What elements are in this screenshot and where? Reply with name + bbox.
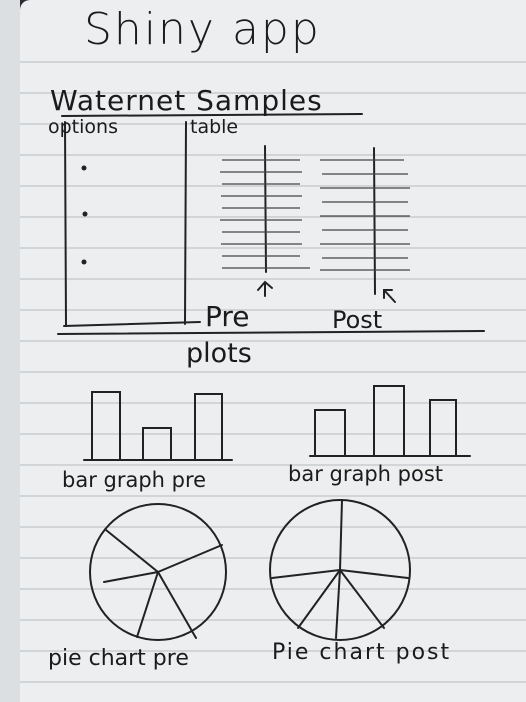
plots-section-label: plots	[186, 338, 252, 369]
page-subtitle: Waternet Samples	[50, 84, 323, 117]
pie-chart-post-label: Pie chart post	[272, 640, 452, 665]
table-post-label: Post	[332, 306, 383, 334]
option-bullet	[81, 165, 87, 171]
bar-graph-post-label: bar graph post	[288, 462, 444, 486]
table-section-label: table	[190, 116, 239, 138]
table-pre	[220, 145, 310, 297]
notebook-page	[20, 0, 526, 702]
table-post	[320, 147, 410, 303]
bar-graph-post	[309, 385, 471, 457]
sidebar-panel	[63, 121, 201, 327]
table-pre-label: Pre	[205, 300, 250, 333]
bar-graph-pre	[83, 391, 233, 461]
subtitle-underline	[61, 113, 363, 117]
sidebar-options-label: options	[48, 116, 118, 138]
bar-graph-pre-label: bar graph pre	[62, 468, 207, 492]
pie-chart-post	[269, 499, 411, 641]
arrow-post	[383, 289, 396, 303]
app-title: Shiny app	[84, 4, 321, 55]
pie-chart-pre	[89, 503, 227, 641]
notebook-left-page-edge	[0, 0, 20, 702]
option-bullet	[82, 211, 88, 217]
arrow-pre	[257, 280, 273, 297]
pie-chart-pre-label: pie chart pre	[48, 646, 189, 671]
option-bullet	[81, 259, 87, 265]
ruled-lines	[20, 61, 526, 683]
section-divider	[57, 330, 485, 335]
